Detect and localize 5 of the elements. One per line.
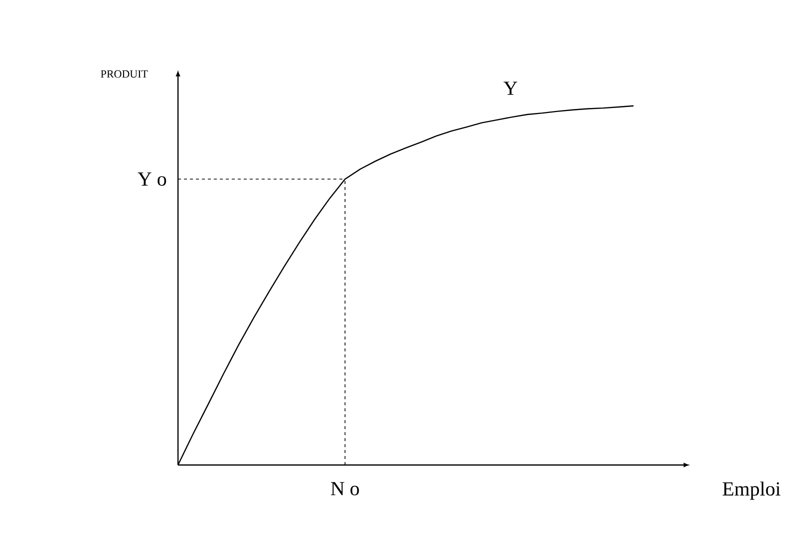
text: N o [330, 482, 359, 496]
y-axis-title: PRODUIT [100, 70, 148, 78]
text: Y [504, 82, 518, 95]
x-axis-title: Emploi [722, 482, 780, 500]
ref-line-label: Y o [138, 172, 166, 186]
